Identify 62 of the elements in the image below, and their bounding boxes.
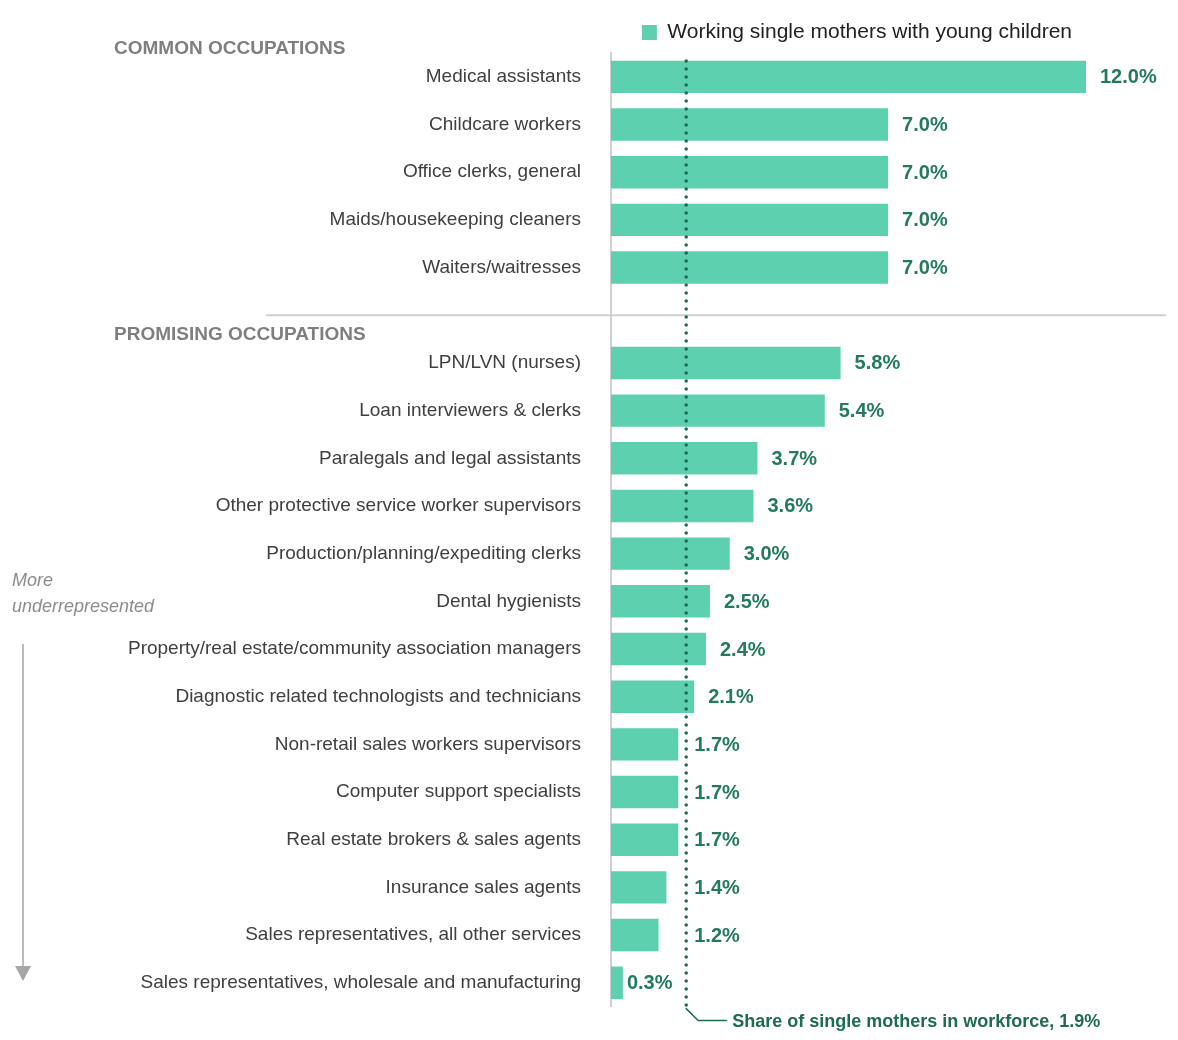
y-tick-label: Other protective service worker supervisors bbox=[215, 494, 581, 516]
bar bbox=[611, 489, 754, 523]
y-tick-label: Maids/housekeeping cleaners bbox=[329, 208, 581, 230]
y-tick-label: Sales representatives, all other services bbox=[245, 923, 581, 945]
bar bbox=[611, 918, 659, 952]
text: COMMON OCCUPATIONS bbox=[114, 37, 346, 59]
data-label: 5.4% bbox=[838, 399, 885, 422]
bar bbox=[611, 823, 679, 856]
ref-line-label: Share of single mothers in workforce, 1.9% bbox=[732, 1010, 1101, 1031]
y-tick-label: Production/planning/expediting clerks bbox=[266, 541, 581, 563]
bar bbox=[611, 60, 1086, 94]
data-label: 7.0% bbox=[902, 113, 948, 136]
data-label: 7.0% bbox=[902, 160, 948, 183]
data-label: 0.3% bbox=[626, 971, 673, 994]
data-label: 1.2% bbox=[694, 923, 741, 946]
data-label: 3.6% bbox=[767, 494, 814, 517]
bar bbox=[611, 871, 667, 904]
y-tick-label: Office clerks, general bbox=[402, 160, 581, 182]
y-tick-label: Paralegals and legal assistants bbox=[319, 446, 581, 468]
y-tick-label: Insurance sales agents bbox=[385, 875, 581, 897]
bar bbox=[611, 632, 706, 666]
bar bbox=[611, 251, 889, 284]
data-label: 1.4% bbox=[694, 875, 741, 898]
y-tick-label: Sales representatives, wholesale and manufacturing bbox=[140, 970, 581, 992]
y-tick-label: Diagnostic related technologists and technicians bbox=[175, 684, 581, 706]
data-label: 7.0% bbox=[902, 208, 948, 231]
data-label: 2.4% bbox=[720, 637, 766, 660]
data-label: 5.8% bbox=[854, 351, 901, 374]
data-label: 2.5% bbox=[723, 589, 770, 612]
data-label: 1.7% bbox=[694, 828, 741, 851]
y-tick-label: Dental hygienists bbox=[436, 589, 581, 611]
bar bbox=[611, 442, 758, 475]
data-label: 12.0% bbox=[1100, 65, 1157, 88]
text: More underrepresented bbox=[12, 570, 156, 617]
bar bbox=[611, 108, 889, 141]
bar bbox=[611, 680, 695, 713]
bar bbox=[611, 537, 730, 570]
bar bbox=[611, 585, 710, 618]
y-tick-label: Real estate brokers & sales agents bbox=[286, 827, 581, 849]
bar bbox=[611, 346, 841, 380]
text: PROMISING OCCUPATIONS bbox=[114, 323, 366, 345]
bar bbox=[611, 203, 889, 237]
data-label: 3.0% bbox=[743, 542, 790, 565]
data-label: 1.7% bbox=[694, 780, 741, 803]
data-label: 1.7% bbox=[694, 732, 741, 755]
bar bbox=[611, 966, 623, 999]
y-tick-label: Waiters/waitresses bbox=[422, 255, 581, 277]
y-tick-label: Property/real estate/community association managers bbox=[127, 637, 581, 659]
bar bbox=[611, 728, 679, 761]
bar bbox=[611, 775, 679, 809]
y-tick-label: Non-retail sales workers supervisors bbox=[274, 732, 581, 754]
data-label: 3.7% bbox=[771, 446, 818, 469]
bar bbox=[611, 394, 825, 427]
y-tick-label: Medical assistants bbox=[425, 65, 581, 87]
y-tick-label: LPN/LVN (nurses) bbox=[428, 351, 581, 373]
data-label: 2.1% bbox=[708, 685, 754, 708]
bar bbox=[611, 155, 889, 189]
y-tick-label: Childcare workers bbox=[428, 112, 581, 134]
legend-label: Working single mothers with young children bbox=[667, 19, 1072, 43]
data-label: 7.0% bbox=[902, 256, 948, 279]
y-tick-label: Computer support specialists bbox=[336, 780, 581, 802]
y-tick-label: Loan interviewers & clerks bbox=[359, 398, 581, 420]
